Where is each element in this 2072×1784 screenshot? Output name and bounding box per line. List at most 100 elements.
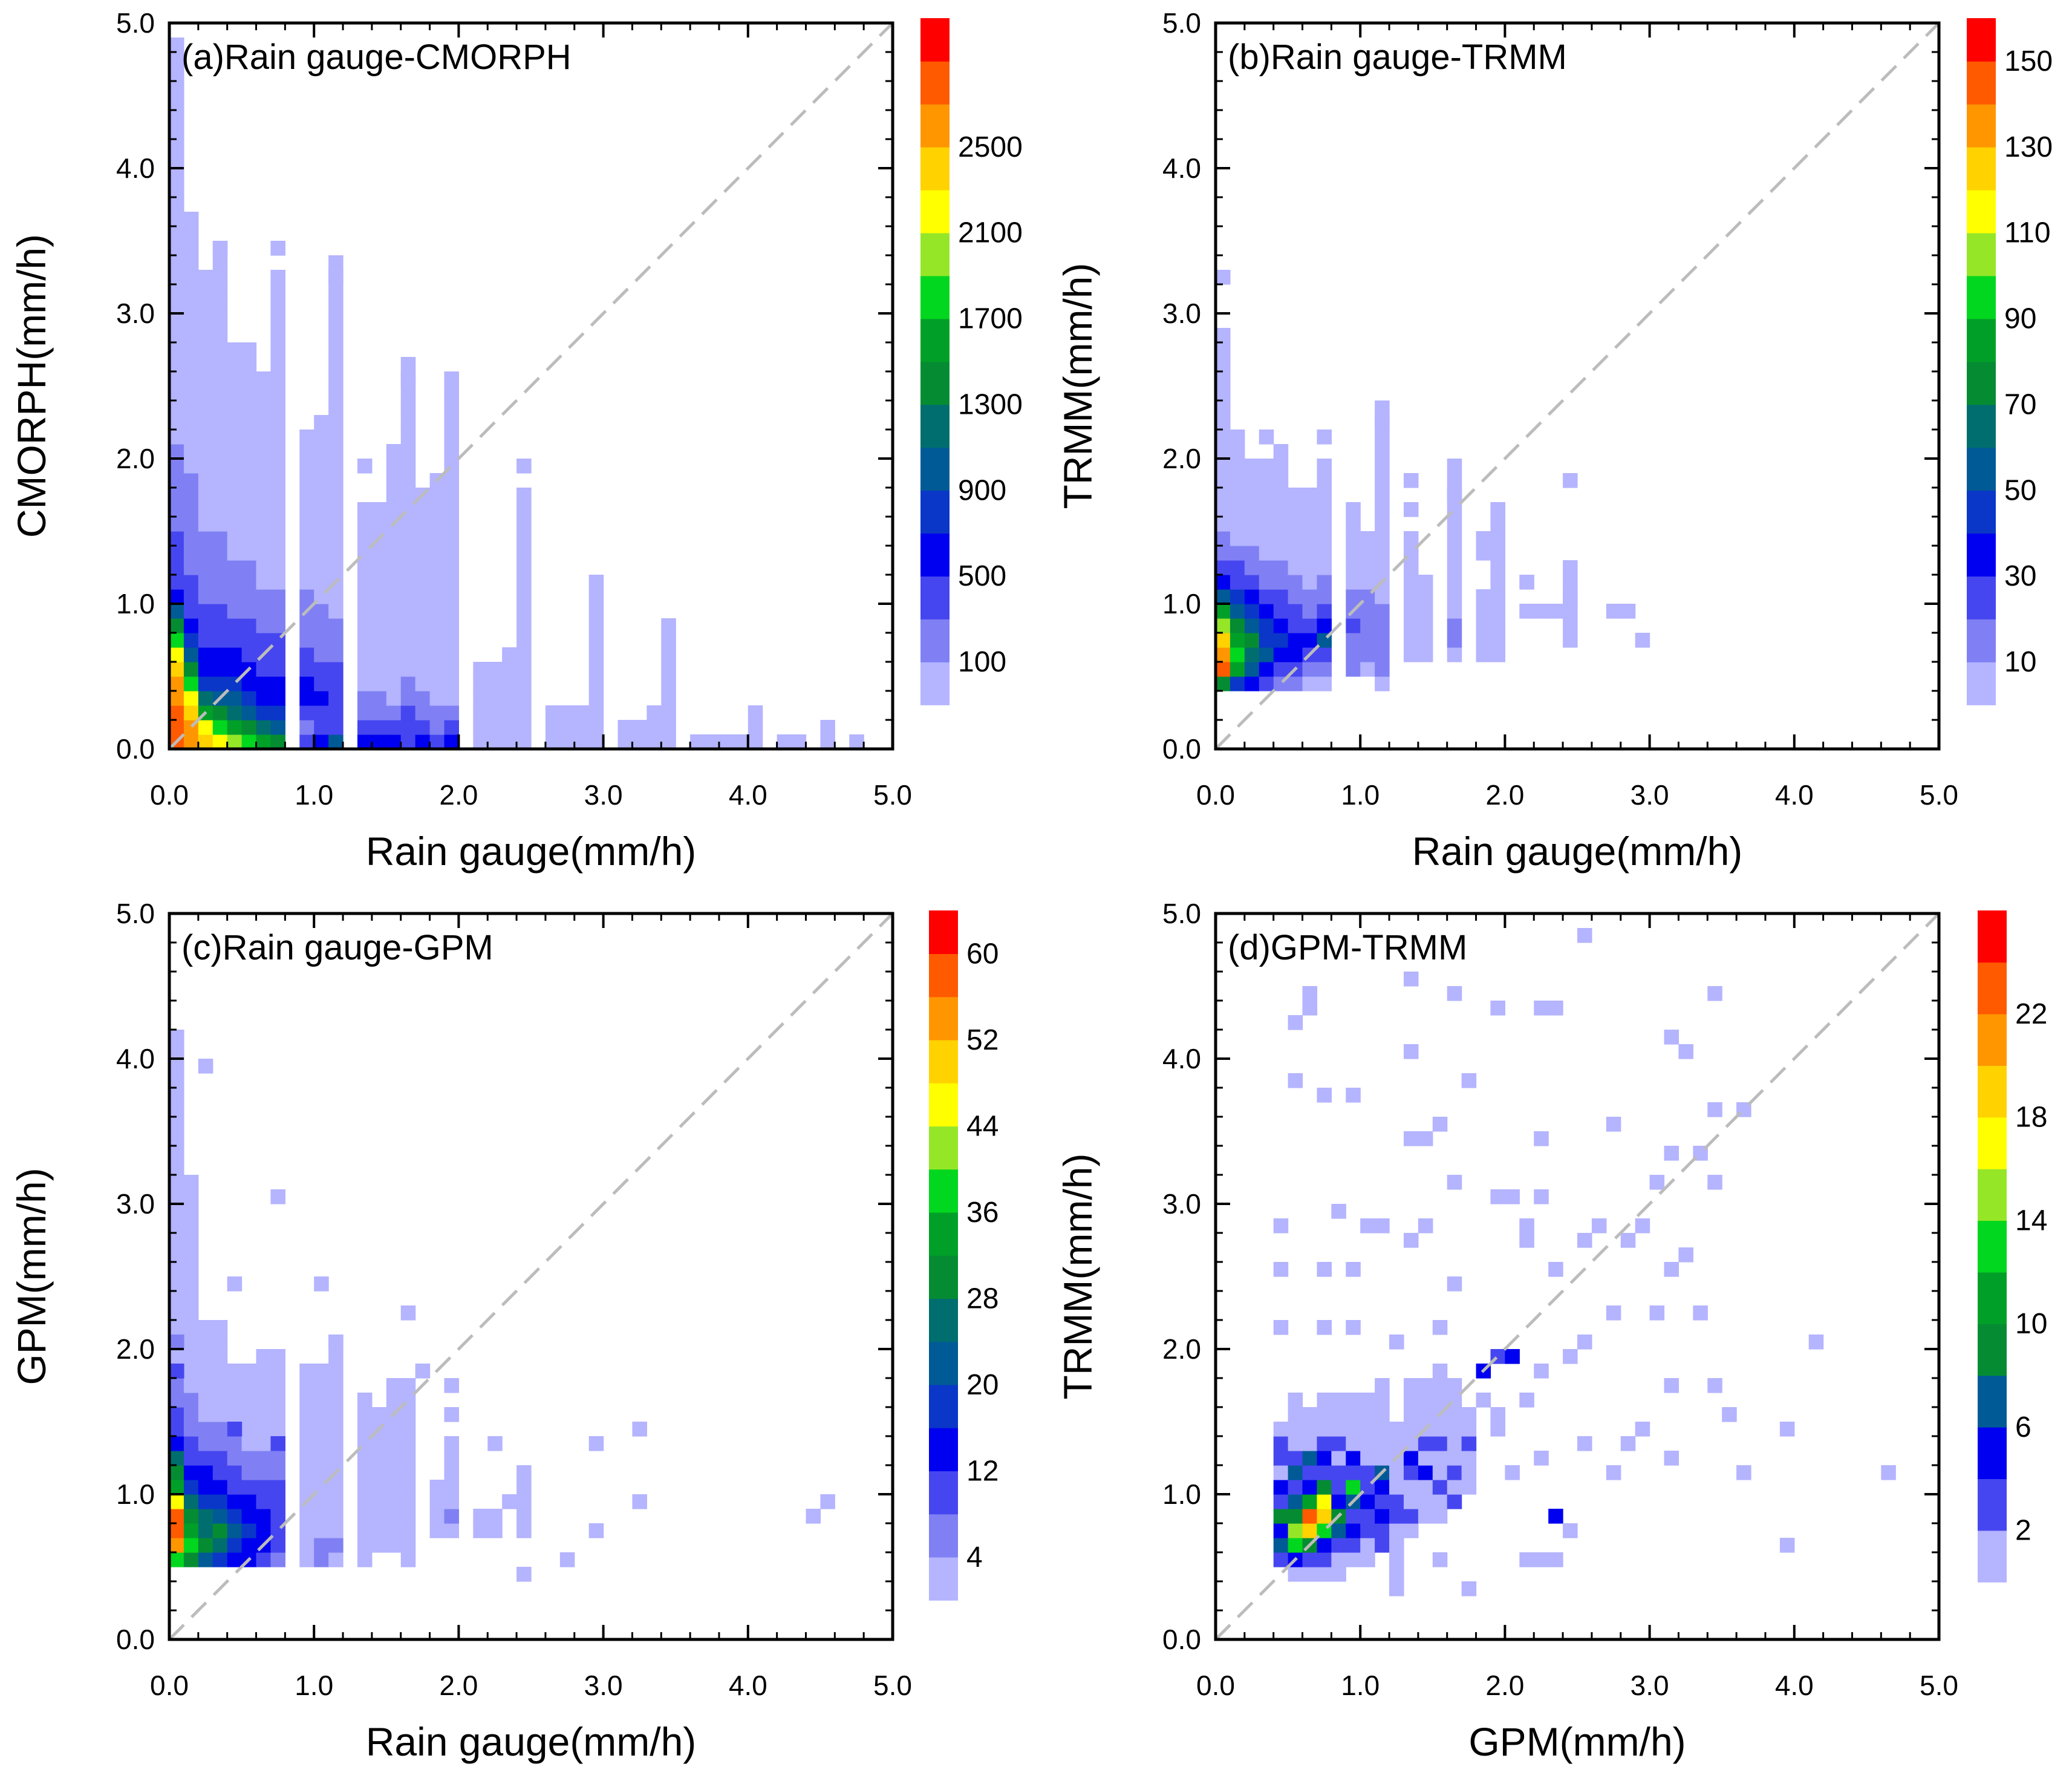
heatmap-cell	[328, 502, 344, 517]
heatmap-cell	[1360, 1393, 1375, 1408]
heatmap-cell	[183, 618, 199, 633]
heatmap-cell	[299, 546, 314, 561]
heatmap-cell	[1259, 589, 1274, 604]
heatmap-cell	[1432, 1451, 1448, 1466]
colorbar-swatch	[920, 662, 950, 705]
heatmap-cell	[1273, 589, 1289, 604]
heatmap-cell	[357, 676, 373, 691]
heatmap-cell	[400, 734, 416, 750]
heatmap-cell	[1288, 1407, 1303, 1422]
heatmap-cell	[1216, 647, 1231, 662]
heatmap-cell	[444, 488, 459, 503]
heatmap-cell	[270, 342, 285, 358]
colorbar-swatch	[1978, 910, 2007, 963]
heatmap-cell	[1288, 1436, 1303, 1451]
heatmap-cell	[169, 1494, 184, 1509]
heatmap-cell	[314, 676, 329, 691]
heatmap-cell	[270, 1465, 285, 1480]
heatmap-cell	[400, 662, 416, 677]
y-tick-label: 1.0	[1162, 1478, 1201, 1510]
heatmap-cell	[1317, 1451, 1332, 1466]
heatmap-cell	[1432, 1509, 1448, 1524]
heatmap-cell	[169, 1160, 184, 1175]
heatmap-cell	[183, 1175, 199, 1190]
heatmap-cell	[487, 1523, 503, 1538]
heatmap-cell	[314, 546, 329, 561]
heatmap-cell	[183, 662, 199, 677]
heatmap-cell	[169, 284, 184, 299]
heatmap-cell	[1273, 575, 1289, 590]
heatmap-cell	[516, 705, 532, 720]
heatmap-cell	[1302, 488, 1318, 503]
heatmap-cell	[1360, 1538, 1375, 1553]
heatmap-cell	[1230, 502, 1245, 517]
heatmap-cell	[328, 647, 344, 662]
heatmap-cell	[1563, 604, 1578, 619]
heatmap-cell	[1606, 1117, 1621, 1132]
heatmap-cell	[1230, 618, 1245, 633]
heatmap-cell	[270, 575, 285, 590]
heatmap-cell	[1432, 1422, 1448, 1437]
y-tick-label: 0.0	[116, 733, 155, 765]
heatmap-cell	[169, 1276, 184, 1292]
heatmap-cell	[241, 691, 257, 706]
heatmap-cell	[386, 604, 402, 619]
heatmap-cell	[169, 1335, 184, 1350]
heatmap-cell	[227, 1494, 243, 1509]
colorbar-label: 110	[2004, 217, 2051, 249]
heatmap-cell	[1577, 1335, 1592, 1350]
heatmap-cell	[212, 1465, 228, 1480]
heatmap-cell	[198, 647, 213, 662]
heatmap-cell	[1317, 1393, 1332, 1408]
heatmap-cell	[502, 705, 517, 720]
colorbar-label: 1700	[958, 303, 1023, 335]
heatmap-cell	[661, 691, 676, 706]
heatmap-cell	[314, 1523, 329, 1538]
heatmap-cell	[357, 1451, 373, 1466]
heatmap-cell	[328, 1509, 344, 1524]
heatmap-cell	[1302, 662, 1318, 677]
heatmap-cell	[198, 633, 213, 648]
heatmap-cell	[1519, 604, 1534, 619]
heatmap-cell	[386, 676, 402, 691]
heatmap-cell	[1548, 604, 1563, 619]
heatmap-cell	[487, 676, 503, 691]
heatmap-cell	[1244, 459, 1260, 474]
heatmap-cell	[820, 734, 835, 750]
heatmap-cell	[198, 502, 213, 517]
heatmap-cell	[1288, 1422, 1303, 1437]
heatmap-cell	[1273, 647, 1289, 662]
heatmap-cell	[400, 444, 416, 459]
heatmap-cell	[1216, 415, 1231, 430]
heatmap-cell	[328, 676, 344, 691]
heatmap-cell	[400, 488, 416, 503]
heatmap-cell	[169, 1422, 184, 1437]
heatmap-cell	[241, 575, 257, 590]
x-tick-label: 2.0	[439, 779, 478, 811]
heatmap-cell	[473, 662, 488, 677]
heatmap-cell	[1779, 1422, 1795, 1437]
heatmap-cell	[270, 618, 285, 633]
heatmap-cell	[1302, 1567, 1318, 1582]
heatmap-cell	[429, 488, 445, 503]
heatmap-cell	[169, 52, 184, 67]
heatmap-cell	[429, 618, 445, 633]
heatmap-cell	[270, 517, 285, 532]
heatmap-cell	[256, 1523, 272, 1538]
colorbar: 2 6 10 14 18 22	[1978, 910, 2047, 1583]
heatmap-cell	[1216, 342, 1231, 358]
heatmap-cell	[270, 488, 285, 503]
heatmap-cell	[588, 589, 604, 604]
heatmap-cell	[444, 720, 459, 735]
heatmap-cell	[270, 604, 285, 619]
heatmap-cell	[1490, 1001, 1505, 1016]
heatmap-cell	[1375, 589, 1390, 604]
heatmap-cell	[1418, 1494, 1433, 1509]
heatmap-cell	[1216, 676, 1231, 691]
heatmap-cell	[169, 1538, 184, 1553]
colorbar-swatch	[1978, 1530, 2007, 1583]
y-tick-label: 3.0	[1162, 298, 1201, 329]
colorbar-swatch	[1967, 361, 1996, 405]
heatmap-cell	[415, 517, 431, 532]
heatmap-cell	[690, 734, 705, 750]
